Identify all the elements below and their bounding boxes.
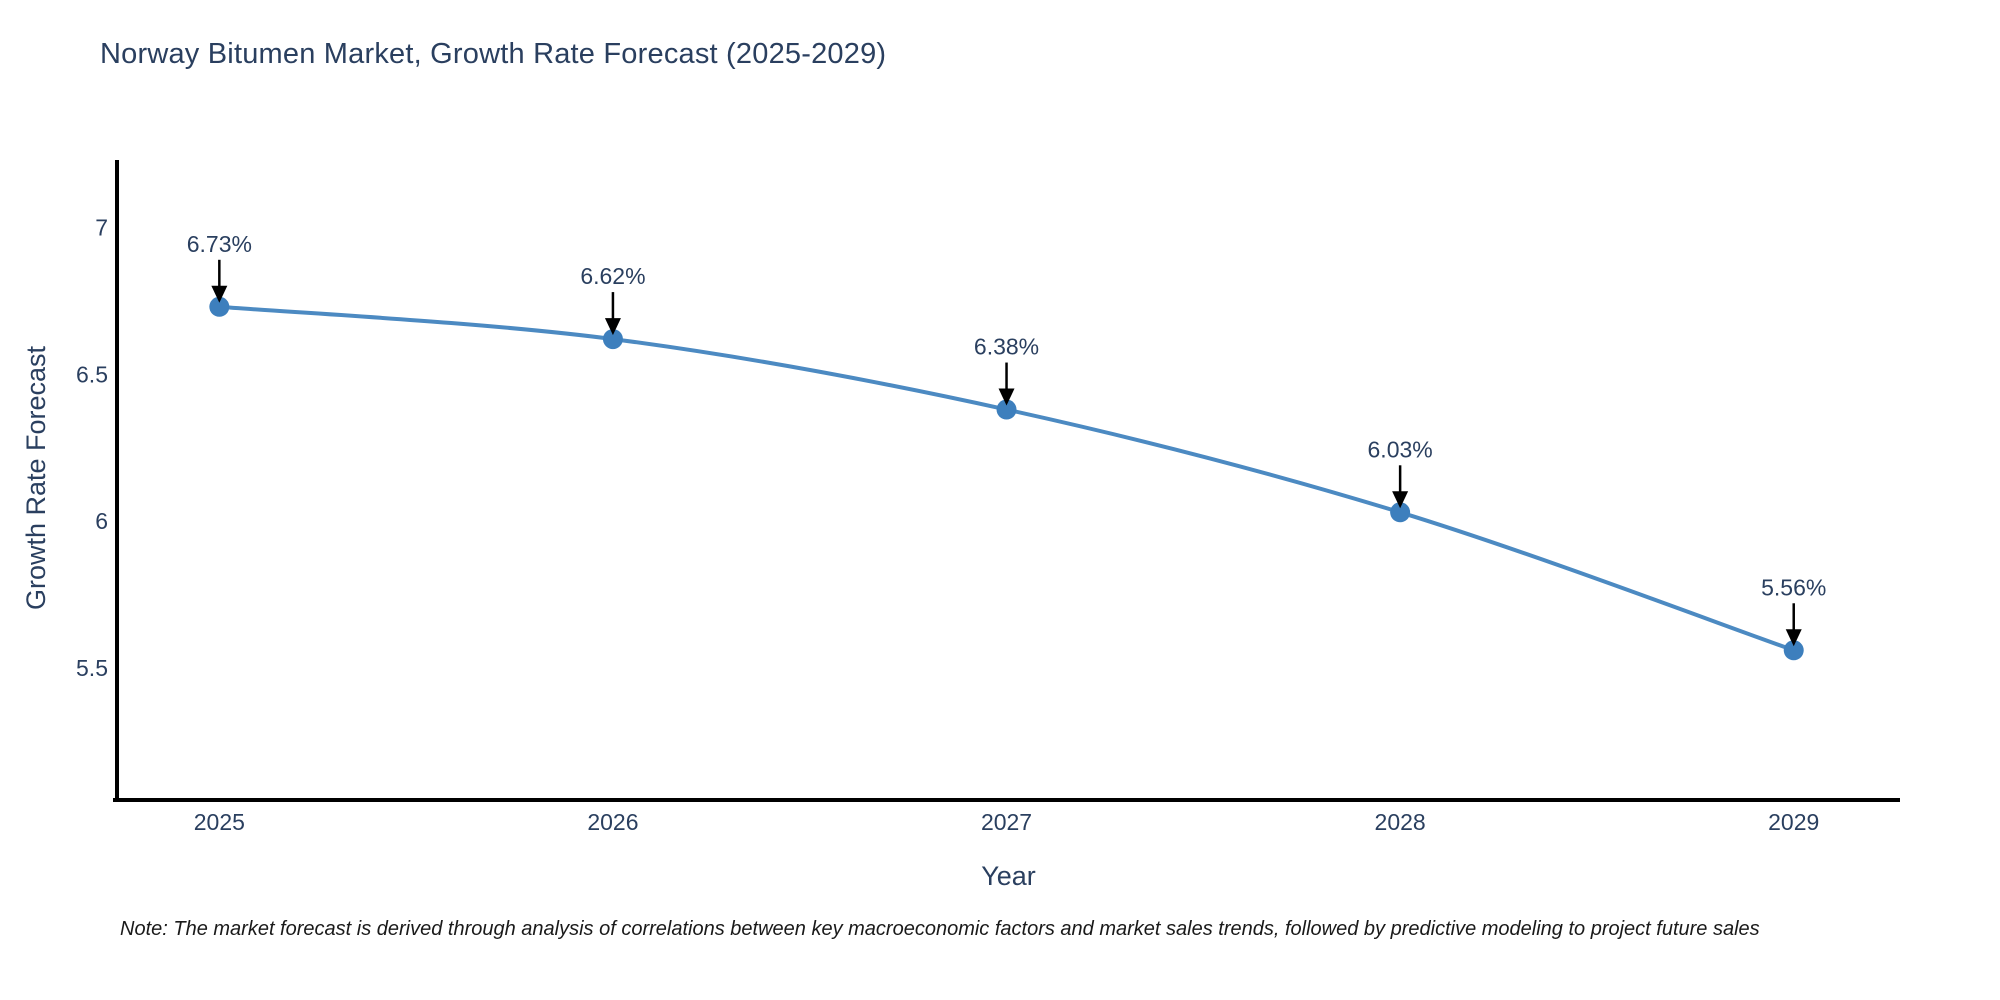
footnote-text: Note: The market forecast is derived thr… bbox=[120, 918, 1760, 940]
x-tick-label: 2026 bbox=[587, 809, 638, 835]
y-tick-label: 7 bbox=[95, 215, 108, 241]
x-tick-label: 2028 bbox=[1375, 809, 1426, 835]
annotation-arrowhead bbox=[1785, 629, 1802, 647]
data-point-marker bbox=[996, 399, 1017, 420]
y-tick-label: 6 bbox=[95, 508, 108, 534]
y-axis-title: Growth Rate Forecast bbox=[21, 345, 51, 610]
data-point-marker bbox=[1783, 640, 1804, 661]
data-point-marker bbox=[209, 296, 230, 317]
annotation-label: 6.38% bbox=[974, 334, 1039, 360]
chart-title: Norway Bitumen Market, Growth Rate Forec… bbox=[100, 38, 887, 70]
y-tick-label: 6.5 bbox=[76, 361, 108, 387]
annotation-arrowhead bbox=[604, 318, 621, 336]
data-point-marker bbox=[1390, 502, 1411, 523]
annotation-label: 6.62% bbox=[580, 263, 645, 289]
data-point-marker bbox=[602, 329, 623, 350]
x-axis-title: Year bbox=[981, 861, 1036, 891]
x-tick-label: 2025 bbox=[194, 809, 245, 835]
x-tick-label: 2029 bbox=[1768, 809, 1819, 835]
annotation-label: 5.56% bbox=[1761, 574, 1826, 600]
annotation-label: 6.73% bbox=[187, 231, 252, 257]
annotation-arrowhead bbox=[1392, 491, 1409, 509]
annotation-arrowhead bbox=[211, 285, 228, 303]
annotation-arrowhead bbox=[998, 388, 1015, 406]
y-tick-label: 5.5 bbox=[76, 655, 108, 681]
annotation-label: 6.03% bbox=[1368, 436, 1433, 462]
x-tick-label: 2027 bbox=[981, 809, 1032, 835]
